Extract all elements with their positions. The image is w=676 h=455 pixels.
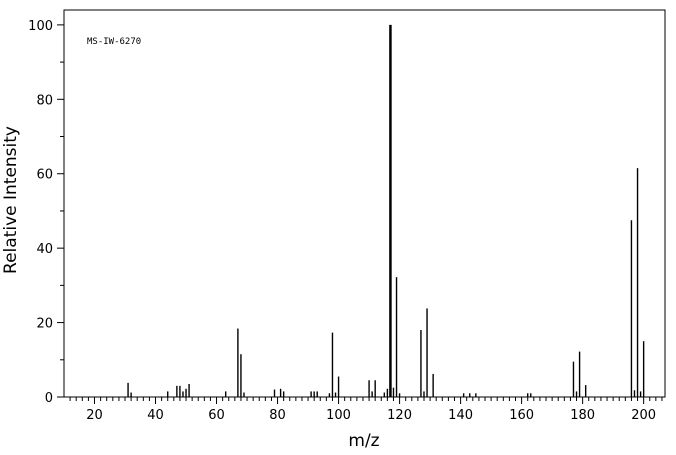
- x-axis-title: m/z: [348, 431, 379, 451]
- x-tick-label: 180: [570, 408, 595, 423]
- y-axis-title: Relative Intensity: [1, 126, 21, 274]
- x-axis: 20 40 60 80 100 120 140 160 180 200: [69, 397, 663, 423]
- y-tick-label: 60: [36, 168, 53, 183]
- x-tick-label: 40: [147, 408, 164, 423]
- y-tick-label: 80: [36, 93, 53, 108]
- x-tick-label: 140: [448, 408, 473, 423]
- x-tick-label: 200: [631, 408, 656, 423]
- y-tick-label: 20: [36, 317, 53, 332]
- y-tick-label: 0: [45, 391, 53, 406]
- x-tick-label: 20: [86, 408, 103, 423]
- y-tick-label: 100: [28, 19, 53, 34]
- spectrum-id-label: MS-IW-6270: [87, 37, 141, 47]
- x-tick-label: 80: [269, 408, 286, 423]
- y-axis: 0 20 40 60 80 100: [28, 19, 64, 406]
- spectrum-bars: [127, 24, 645, 397]
- x-tick-label: 120: [387, 408, 412, 423]
- x-tick-label: 60: [208, 408, 225, 423]
- plot-frame: [63, 9, 666, 398]
- x-tick-label: 100: [326, 408, 351, 423]
- x-tick-label: 160: [509, 408, 534, 423]
- y-tick-label: 40: [36, 242, 53, 257]
